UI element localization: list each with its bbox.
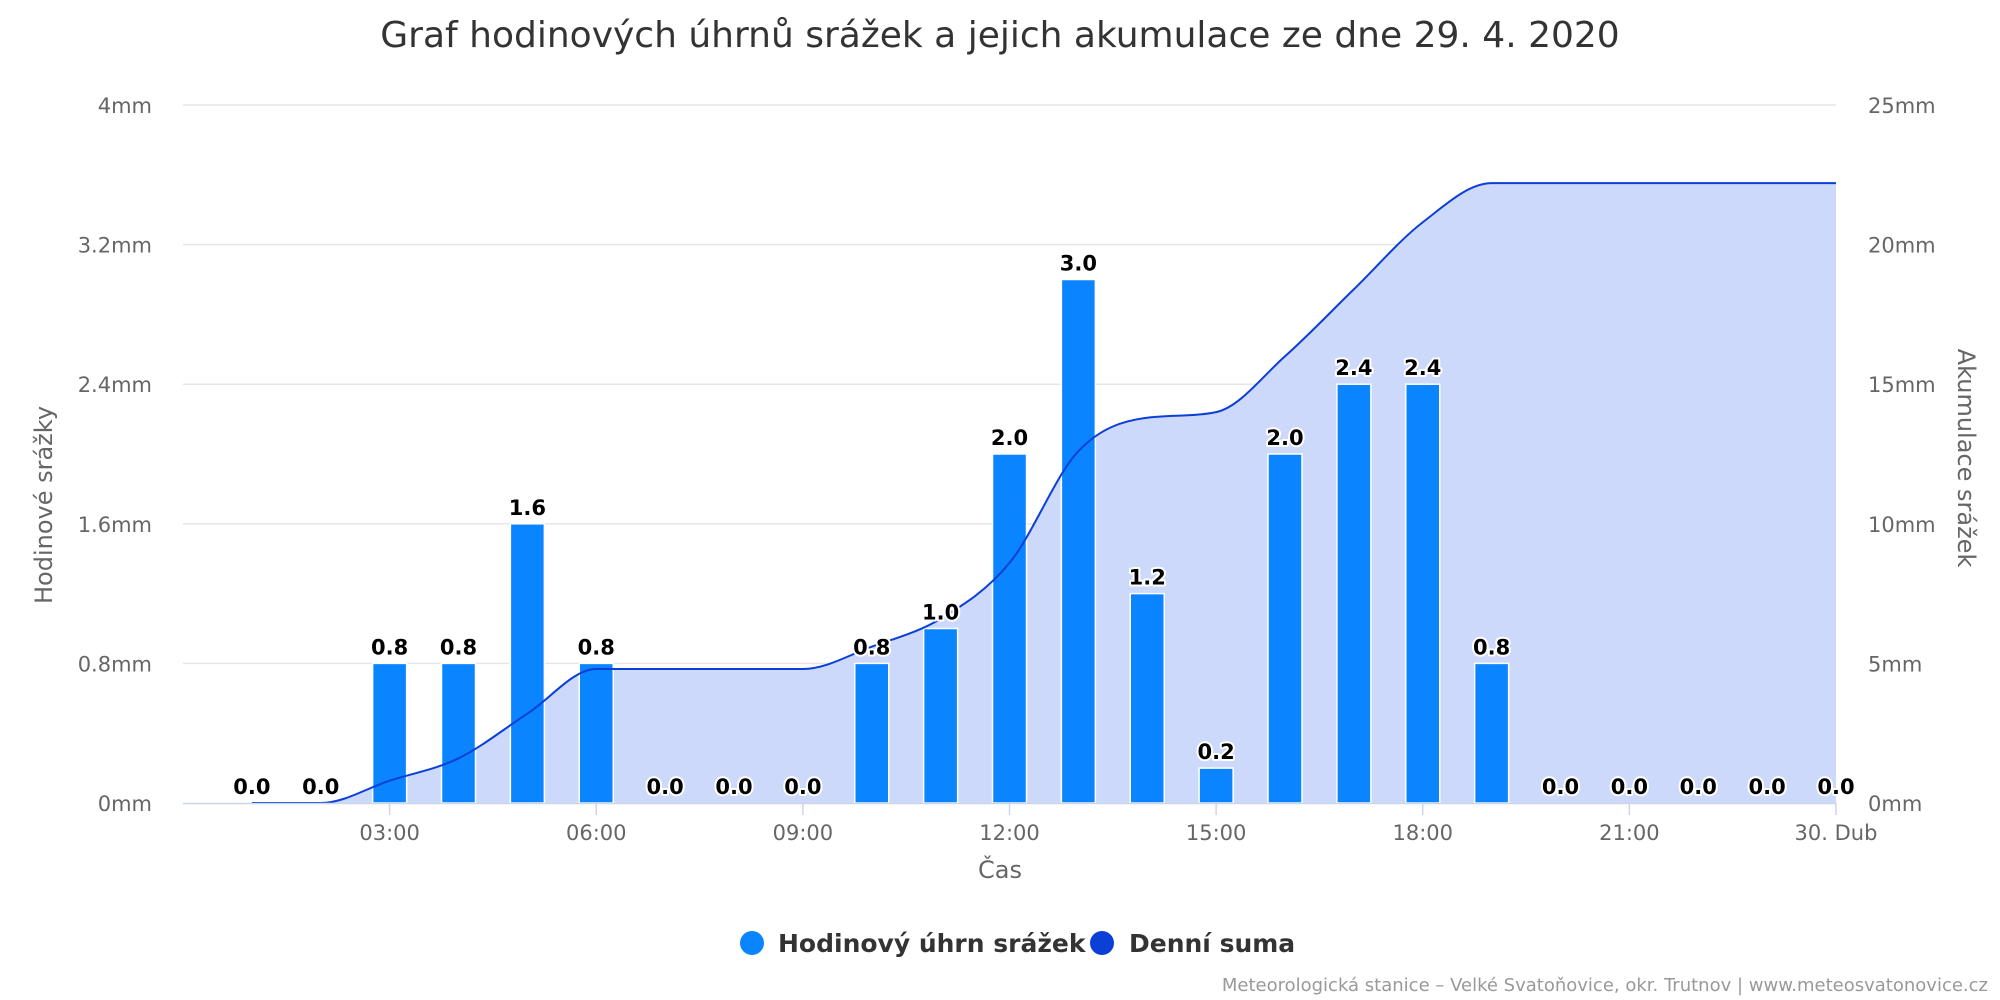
x-tick-label: 18:00 [1392, 821, 1453, 845]
x-tick-label: 12:00 [979, 821, 1040, 845]
bar-data-label: 0.0 [715, 775, 752, 799]
bar-data-label: 0.0 [1680, 775, 1717, 799]
bar-data-label: 0.8 [371, 635, 408, 659]
legend-item-hourly[interactable]: Hodinový úhrn srážek [740, 929, 1087, 958]
y-left-tick-label: 3.2mm [78, 234, 152, 258]
y-axis-left-title: Hodinové srážky [30, 406, 58, 604]
legend-item-daily[interactable]: Denní suma [1090, 929, 1295, 958]
y-left-tick-label: 4mm [98, 94, 152, 118]
legend: Hodinový úhrn srážek Denní suma [740, 929, 1295, 958]
y-left-tick-label: 0mm [98, 792, 152, 816]
legend-marker-hourly [740, 931, 764, 955]
accumulation-line[interactable] [251, 182, 1836, 805]
bar-data-label: 1.2 [1129, 566, 1166, 590]
x-tick-label: 09:00 [773, 821, 834, 845]
bar-data-label: 0.8 [1473, 635, 1510, 659]
bar-data-label: 0.2 [1198, 740, 1235, 764]
y-right-tick-label: 20mm [1868, 234, 1936, 258]
bar[interactable] [854, 662, 890, 804]
y-axis-right-title: Akumulace srážek [1952, 349, 1980, 568]
y-axis-right: 0mm 5mm 10mm 15mm 20mm 25mm [1868, 94, 1936, 816]
bar-data-label: 0.0 [647, 775, 684, 799]
bar-data-label: 1.6 [509, 496, 546, 520]
bar[interactable] [1336, 383, 1372, 804]
y-axis-left: 0mm 0.8mm 1.6mm 2.4mm 3.2mm 4mm [78, 94, 152, 816]
bar[interactable] [509, 523, 546, 804]
bar-data-label: 0.0 [302, 775, 339, 799]
x-tick-label: 03:00 [359, 821, 420, 845]
bar-data-label: 0.0 [1749, 775, 1786, 799]
bar-data-label: 0.0 [1542, 775, 1579, 799]
y-left-tick-label: 2.4mm [78, 373, 152, 397]
bar-data-label: 1.0 [922, 601, 959, 625]
y-right-tick-label: 10mm [1868, 513, 1936, 537]
y-left-tick-label: 1.6mm [78, 513, 152, 537]
bar[interactable] [991, 453, 1028, 804]
bar[interactable] [1473, 662, 1510, 804]
bar-data-label: 0.0 [233, 775, 270, 799]
bar[interactable] [578, 662, 614, 804]
y-right-tick-label: 25mm [1868, 94, 1936, 118]
bar-data-label: 0.8 [853, 635, 890, 659]
bar-data-label: 3.0 [1060, 252, 1097, 276]
bar-layer [251, 182, 1836, 805]
bar-data-label: 2.4 [1335, 356, 1372, 380]
x-tick-label: 30. Dub [1795, 821, 1878, 845]
data-label-layer: 0.0 0.0 0.8 0.8 1.6 0.8 0.0 0.0 0.0 0.8 1.0 2.0 3.0 1… [231, 250, 1856, 802]
bar-data-label: 0.0 [1817, 775, 1854, 799]
x-axis-title: Čas [978, 854, 1022, 884]
bar-data-label: 0.0 [784, 775, 821, 799]
bar[interactable] [1405, 383, 1441, 804]
bar-data-label: 2.4 [1404, 356, 1441, 380]
bar-data-label: 0.8 [440, 635, 477, 659]
accumulation-area-layer [251, 183, 1836, 803]
x-axis: 03:00 06:00 09:00 12:00 15:00 18:00 21:00 30. D… [183, 802, 1878, 845]
legend-marker-daily [1090, 931, 1114, 955]
credits[interactable]: Meteorologická stanice – Velké Svatoňovi… [1222, 975, 1988, 996]
x-tick-label: 06:00 [566, 821, 627, 845]
bar[interactable] [1129, 592, 1165, 804]
accumulation-area [251, 183, 1836, 803]
bar[interactable] [1198, 767, 1234, 804]
y-right-tick-label: 15mm [1868, 373, 1936, 397]
bar-data-label: 2.0 [1266, 426, 1303, 450]
bar-data-label: 0.8 [578, 635, 615, 659]
bar-data-label: 0.0 [1611, 775, 1648, 799]
chart-title: Graf hodinových úhrnů srážek a jejich ak… [380, 15, 1619, 56]
bar-data-label: 2.0 [991, 426, 1028, 450]
bar[interactable] [440, 662, 477, 804]
bar[interactable] [922, 627, 959, 804]
y-right-tick-label: 5mm [1868, 652, 1922, 676]
bar[interactable] [1060, 278, 1097, 804]
bar[interactable] [1267, 453, 1303, 804]
bar[interactable] [371, 662, 408, 804]
x-tick-label: 21:00 [1599, 821, 1660, 845]
y-right-tick-label: 0mm [1868, 792, 1922, 816]
x-tick-label: 15:00 [1186, 821, 1247, 845]
y-left-tick-label: 0.8mm [78, 652, 152, 676]
legend-label-daily: Denní suma [1129, 929, 1295, 958]
legend-label-hourly: Hodinový úhrn srážek [778, 929, 1087, 958]
